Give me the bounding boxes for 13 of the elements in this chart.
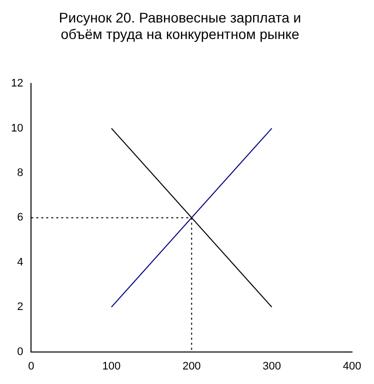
x-tick-label: 200 bbox=[182, 360, 201, 372]
x-tick-label: 300 bbox=[262, 360, 281, 372]
y-tick-label: 0 bbox=[17, 346, 24, 358]
y-tick-label: 10 bbox=[10, 122, 24, 134]
x-tick-label: 400 bbox=[342, 360, 362, 372]
x-tick-label: 100 bbox=[102, 360, 121, 372]
x-tick-label: 0 bbox=[28, 360, 34, 372]
chart-title: Рисунок 20. Равновесные зарплата и объём труда на конкурентном рынке bbox=[58, 9, 302, 42]
y-tick-label: 4 bbox=[17, 256, 24, 268]
y-tick-label: 2 bbox=[17, 301, 24, 314]
y-tick-label: 6 bbox=[17, 212, 24, 224]
y-tick-label: 12 bbox=[10, 78, 24, 90]
y-tick-label: 8 bbox=[17, 167, 24, 180]
